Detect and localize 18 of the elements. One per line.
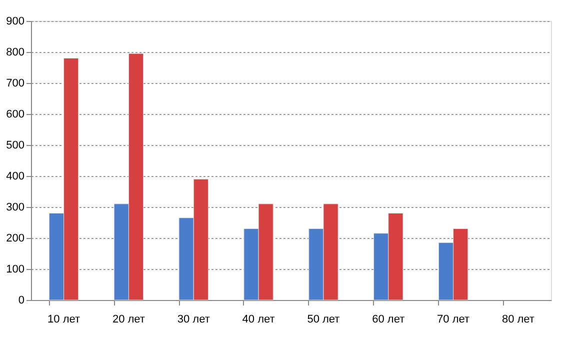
- y-tick-label: 400: [6, 170, 24, 182]
- y-tick-label: 500: [6, 140, 24, 152]
- y-tick-label: 800: [6, 46, 24, 58]
- x-tick-label: 50 лет: [307, 314, 340, 326]
- y-tick-label: 300: [6, 202, 24, 214]
- x-tick-label: 40 лет: [242, 314, 275, 326]
- y-tick-label: 0: [18, 294, 24, 306]
- y-tick-label: 600: [6, 108, 24, 120]
- x-tick-label: 80 лет: [502, 314, 534, 326]
- y-tick-label: 900: [6, 16, 24, 28]
- y-tick-label: 200: [6, 232, 24, 244]
- y-tick-label: 100: [6, 264, 24, 276]
- x-tick-label: 30 лет: [177, 314, 210, 326]
- x-tick-label: 70 лет: [437, 314, 470, 326]
- x-tick-label: 60 лет: [372, 314, 405, 326]
- x-tick-label: 20 лет: [112, 314, 145, 326]
- x-tick-label: 10 лет: [48, 314, 80, 326]
- y-tick-label: 700: [6, 78, 24, 90]
